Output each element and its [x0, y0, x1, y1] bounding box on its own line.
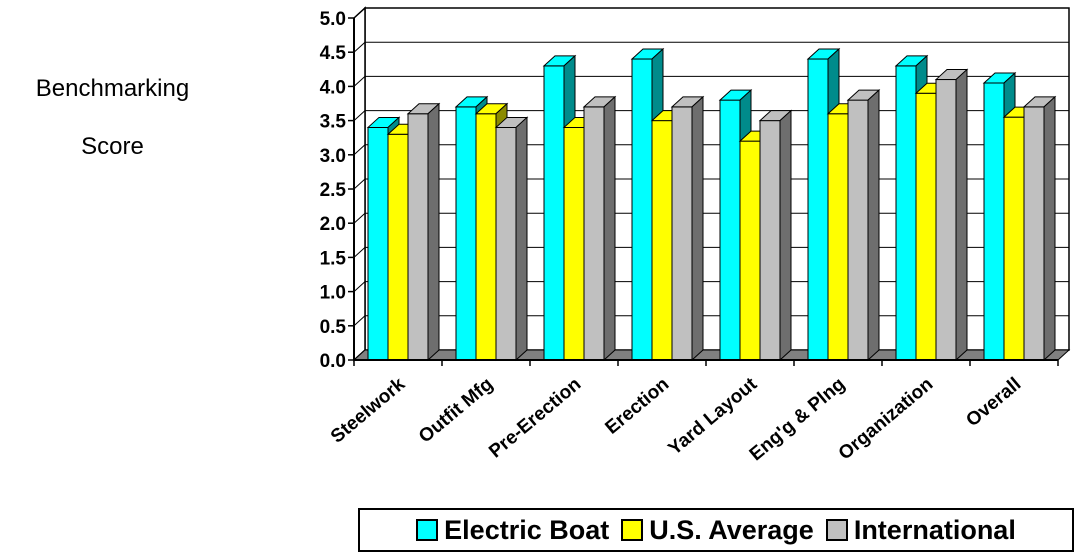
bar-front	[475, 113, 497, 361]
gridline-depth	[353, 110, 366, 121]
bar	[494, 116, 529, 362]
bar-front	[671, 106, 693, 361]
x-tick-label: Yard Layout	[664, 373, 761, 459]
gridline-depth	[353, 76, 366, 87]
y-tick-label: 1.0	[320, 283, 346, 304]
legend-label-electric-boat: Electric Boat	[444, 514, 610, 545]
y-axis-title: Benchmarking Score	[0, 60, 225, 176]
legend-item-electric-boat: Electric Boat	[416, 515, 609, 546]
x-tick-label: Outfit Mfg	[415, 374, 497, 448]
bar-front	[495, 126, 517, 361]
bar	[406, 102, 441, 362]
gridline-depth	[353, 178, 366, 190]
bar-front	[583, 106, 605, 361]
bar	[934, 68, 969, 362]
bar	[582, 95, 617, 362]
bar-side	[1043, 95, 1056, 362]
y-tick-label: 1.5	[320, 248, 347, 269]
bar-front	[915, 92, 937, 361]
bar-front	[407, 113, 429, 361]
bar-front	[1023, 106, 1045, 361]
bar-chart: 0.0 0.5 1.0 1.5 2.0 2.5 3.0 3.5 4.0 4.5 5.0 Steelwo…	[320, 6, 1071, 466]
gridline-depth	[353, 247, 366, 258]
bar-side	[779, 109, 792, 362]
bar-front	[739, 140, 761, 361]
bar-front	[895, 65, 917, 361]
legend-item-international: International	[825, 514, 1016, 546]
bar-front	[387, 133, 409, 361]
y-tick-label: 0.0	[320, 351, 346, 372]
gridline-depth	[353, 7, 366, 19]
bar-side	[867, 88, 880, 362]
y-tick-label: 2.0	[320, 214, 346, 235]
y-tick-label: 5.0	[320, 9, 346, 30]
x-tick-label: Steelwork	[327, 373, 410, 447]
bar-front	[367, 126, 389, 361]
bar-front	[847, 99, 869, 361]
bar	[846, 88, 881, 362]
y-tick-label: 3.5	[320, 112, 347, 133]
bar-side	[691, 95, 704, 362]
legend-swatch-us-average	[621, 519, 644, 541]
x-tick-label: Pre-Erection	[485, 374, 585, 463]
legend-label-international: International	[853, 514, 1016, 545]
x-tick-label: Erection	[601, 374, 673, 439]
gridline-depth	[353, 144, 366, 156]
bar	[670, 95, 705, 362]
y-tick-label: 4.5	[320, 43, 347, 64]
bar-front	[1003, 116, 1025, 361]
legend-swatch-electric-boat	[416, 519, 439, 541]
bar-front	[543, 65, 565, 361]
x-tick-label: Organization	[835, 374, 937, 465]
legend: Electric Boat U.S. Average International	[358, 508, 1074, 552]
bar-side	[955, 68, 968, 362]
y-tick-label: 0.5	[320, 317, 347, 338]
bar-side	[603, 95, 616, 362]
bar-front	[807, 58, 829, 361]
y-tick-label: 2.5	[320, 180, 347, 201]
x-tick-label: Eng'g & Plng	[746, 374, 849, 466]
bar-front	[719, 99, 741, 361]
legend-label-us-average: U.S. Average	[649, 514, 814, 545]
bar-front	[983, 82, 1005, 361]
bar	[1022, 95, 1057, 362]
legend-item-us-average: U.S. Average	[621, 515, 814, 546]
y-axis-title-line-2: Score	[81, 133, 144, 160]
gridline-depth	[353, 41, 366, 53]
bar-front	[827, 113, 849, 361]
y-tick-label: 4.0	[320, 77, 346, 98]
bar-front	[759, 120, 781, 361]
gridline-depth	[353, 281, 366, 292]
gridline-depth	[353, 212, 366, 224]
y-axis-title-line-1: Benchmarking	[35, 75, 190, 102]
bar-front	[651, 120, 673, 361]
y-tick-label: 3.0	[320, 146, 346, 167]
bar-front	[935, 79, 957, 361]
bar-side	[427, 102, 440, 362]
bar-layer	[366, 47, 1057, 362]
bar-side	[515, 116, 528, 362]
legend-swatch-international	[825, 519, 848, 541]
bar	[758, 109, 793, 362]
bar-front	[455, 106, 477, 361]
x-tick-label: Overall	[962, 374, 1025, 432]
gridline-depth	[353, 315, 366, 327]
bar-front	[563, 126, 585, 361]
bar-front	[631, 58, 653, 361]
